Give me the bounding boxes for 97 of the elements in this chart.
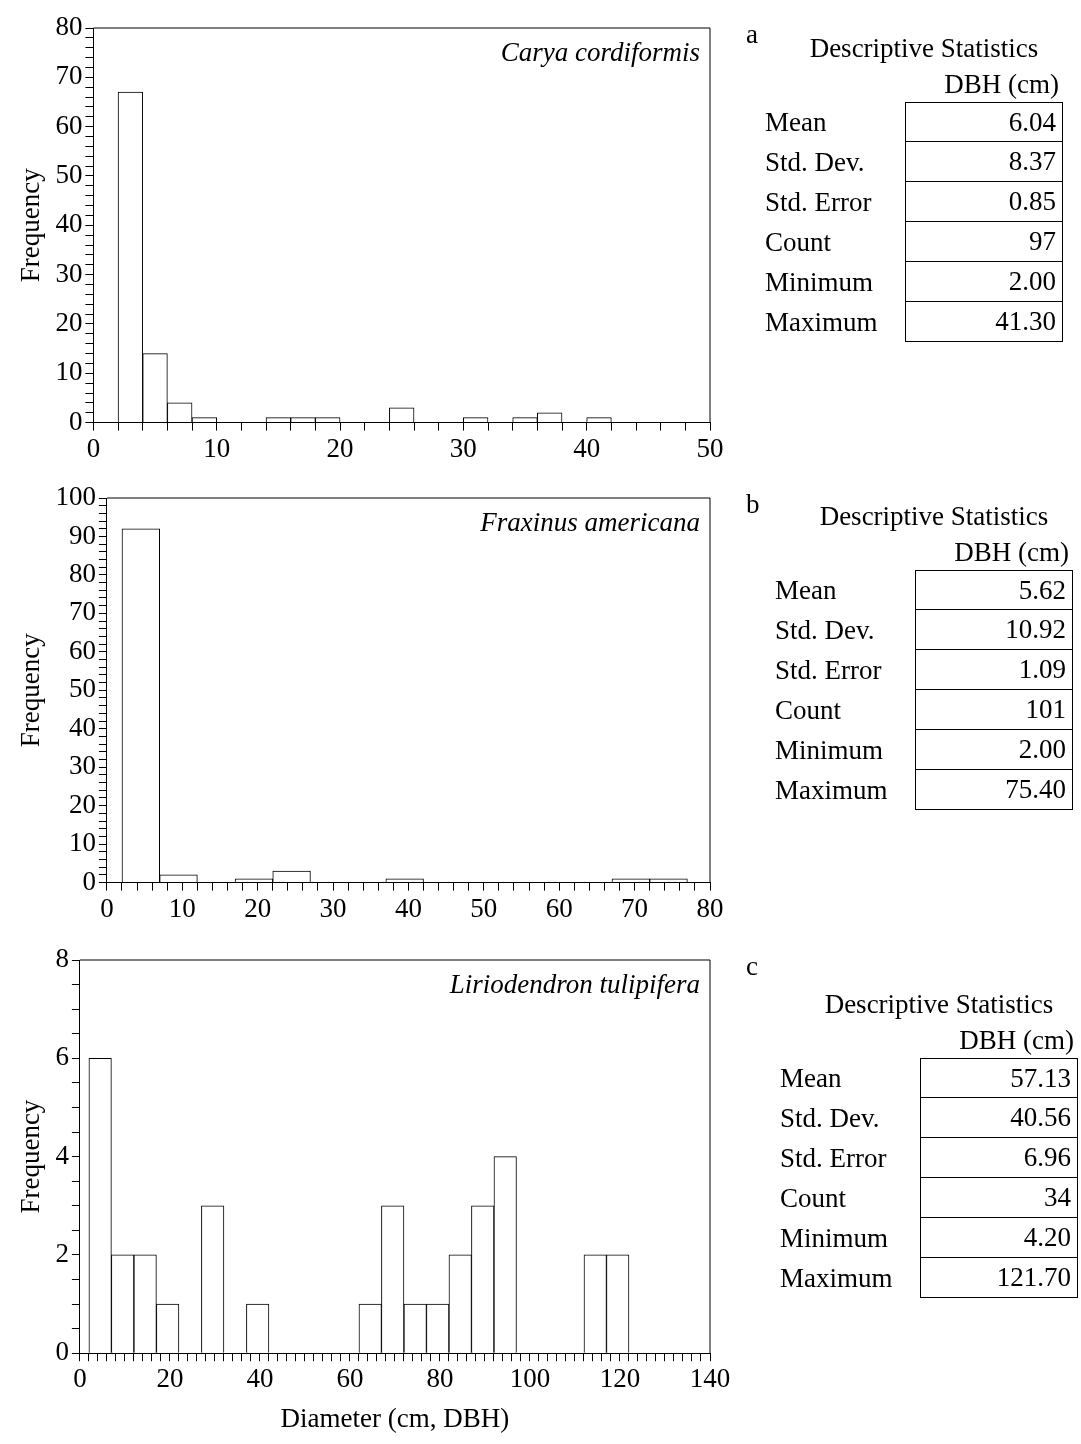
x-axis-title: Diameter (cm, DBH)	[280, 1402, 510, 1433]
text: Std. Dev.	[765, 146, 866, 179]
text: Count	[780, 1182, 847, 1215]
y-tick-label: 2	[55, 1237, 69, 1268]
text: 0.85	[905, 182, 1063, 222]
annotation: Carya cordiformis	[500, 36, 700, 67]
text: a	[746, 18, 758, 49]
x-tick-label: 70	[621, 892, 649, 923]
y-tick-label: 0	[68, 405, 83, 436]
y-tick-label: 60	[68, 634, 96, 665]
y-tick-label: 90	[68, 519, 96, 550]
text: Std. Dev.	[780, 1102, 881, 1135]
x-tick-label: 40	[246, 1363, 274, 1394]
x-tick-label: 20	[156, 1363, 184, 1394]
text: 34	[920, 1178, 1078, 1218]
y-tick-label: 70	[55, 60, 83, 91]
text: Mean	[780, 1062, 843, 1095]
x-tick-label: 80	[696, 892, 724, 923]
x-tick-label: 30	[449, 432, 477, 463]
text: Minimum	[775, 734, 884, 767]
y-axis-title: Frequency	[15, 632, 46, 748]
text: c	[746, 950, 758, 981]
x-tick-label: 50	[696, 432, 724, 463]
x-tick-label: 120	[599, 1363, 641, 1394]
text: 97	[905, 222, 1063, 262]
text: Maximum	[765, 306, 879, 339]
y-tick-label: 30	[55, 257, 83, 288]
text: 4.20	[920, 1218, 1078, 1258]
text: 2.00	[915, 730, 1073, 770]
x-tick-label: 80	[426, 1363, 454, 1394]
text: Std. Dev.	[775, 614, 876, 647]
text: 2.00	[905, 262, 1063, 302]
y-tick-label: 6	[55, 1041, 69, 1072]
text: DBH (cm)	[943, 68, 1060, 101]
text: Std. Error	[765, 186, 873, 219]
text: Maximum	[780, 1262, 894, 1295]
y-tick-label: 60	[55, 109, 83, 140]
y-tick-label: 50	[55, 159, 83, 190]
x-tick-label: 140	[689, 1363, 731, 1394]
text: Descriptive Statistics	[818, 500, 1050, 533]
x-tick-label: 20	[244, 892, 272, 923]
text: Maximum	[775, 774, 889, 807]
text: Descriptive Statistics	[808, 32, 1040, 65]
y-tick-label: 40	[55, 208, 83, 239]
y-tick-label: 20	[55, 307, 83, 338]
text: 10.92	[915, 610, 1073, 650]
x-tick-label: 40	[573, 432, 601, 463]
y-tick-label: 30	[68, 750, 96, 781]
text: Minimum	[780, 1222, 889, 1255]
x-tick-label: 10	[203, 432, 231, 463]
text: 57.13	[920, 1058, 1078, 1098]
x-tick-label: 40	[394, 892, 422, 923]
y-tick-label: 0	[82, 865, 96, 896]
text: b	[746, 488, 760, 519]
text: Std. Error	[780, 1142, 888, 1175]
text: Mean	[775, 574, 838, 607]
y-tick-label: 20	[68, 788, 96, 819]
y-tick-label: 10	[68, 827, 96, 858]
text: Count	[775, 694, 842, 727]
y-tick-label: 100	[55, 481, 96, 512]
y-tick-label: 50	[68, 673, 96, 704]
x-tick-label: 20	[326, 432, 354, 463]
annotation: Liriodendron tulipifera	[448, 968, 700, 999]
text: 101	[915, 690, 1073, 730]
text: 40.56	[920, 1098, 1078, 1138]
y-tick-label: 0	[55, 1336, 69, 1367]
y-axis-title: Frequency	[15, 1099, 46, 1214]
y-tick-label: 8	[55, 943, 69, 974]
text: DBH (cm)	[958, 1024, 1075, 1057]
text: 8.37	[905, 142, 1063, 182]
text: 41.30	[905, 302, 1063, 342]
text: DBH (cm)	[953, 536, 1070, 569]
text: 1.09	[915, 650, 1073, 690]
x-tick-label: 50	[470, 892, 498, 923]
y-tick-label: 4	[55, 1139, 70, 1170]
x-tick-label: 100	[509, 1363, 551, 1394]
y-tick-label: 40	[68, 711, 96, 742]
y-tick-label: 80	[68, 558, 96, 589]
y-axis-title: Frequency	[15, 167, 46, 283]
text: 75.40	[915, 770, 1073, 810]
x-tick-label: 30	[319, 892, 347, 923]
text: Mean	[765, 106, 828, 139]
y-tick-label: 80	[55, 11, 83, 42]
x-tick-label: 60	[545, 892, 573, 923]
text: Minimum	[765, 266, 874, 299]
annotation: Fraxinus americana	[479, 506, 700, 537]
text: Count	[765, 226, 832, 259]
text: Std. Error	[775, 654, 883, 687]
x-tick-label: 60	[336, 1363, 364, 1394]
text: Descriptive Statistics	[823, 988, 1055, 1021]
y-tick-label: 10	[55, 356, 83, 387]
x-tick-label: 10	[168, 892, 196, 923]
text: 121.70	[920, 1258, 1078, 1298]
y-tick-label: 70	[68, 596, 96, 627]
text: 5.62	[915, 570, 1073, 610]
text: 6.96	[920, 1138, 1078, 1178]
text: 6.04	[905, 102, 1063, 142]
